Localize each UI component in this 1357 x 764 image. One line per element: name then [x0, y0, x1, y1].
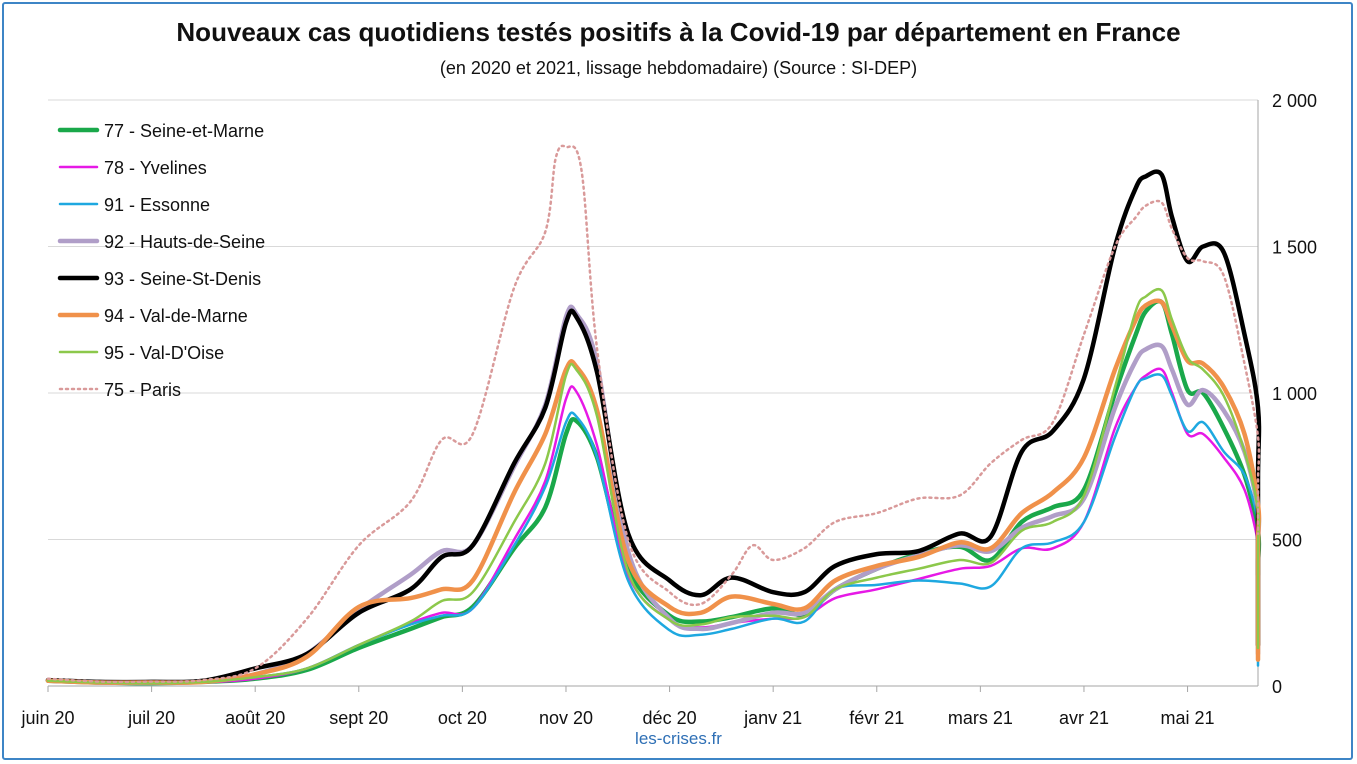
series-line-7	[46, 144, 1261, 684]
grid-lines	[48, 99, 1259, 687]
y-tick-label: 500	[1272, 531, 1302, 551]
x-tick-label: avr 21	[1059, 708, 1109, 728]
legend-label: 77 - Seine-et-Marne	[104, 121, 264, 141]
series-line-4	[45, 169, 1262, 685]
x-tick-label: août 20	[225, 708, 285, 728]
x-axis-ticks: juin 20 juil 20 août 20 sept 20 oct 20 nov 20…	[20, 686, 1215, 728]
x-tick-label: juin 20	[20, 708, 74, 728]
y-tick-label: 1 500	[1272, 238, 1317, 258]
series-line-2	[46, 373, 1261, 685]
legend-label: 78 - Yvelines	[104, 158, 207, 178]
y-tick-label: 0	[1272, 677, 1282, 697]
legend: 77 - Seine-et-Marne 78 - Yvelines 91 - Ess…	[57, 121, 265, 400]
legend-label: 92 - Hauts-de-Seine	[104, 232, 265, 252]
legend-label: 95 - Val-D'Oise	[104, 343, 224, 363]
source-label: les-crises.fr	[635, 729, 722, 748]
x-tick-label: oct 20	[438, 708, 487, 728]
series-line-0	[45, 298, 1262, 686]
series-line-5	[45, 298, 1262, 685]
x-tick-label: déc 20	[643, 708, 697, 728]
y-tick-label: 2 000	[1272, 91, 1317, 111]
x-tick-label: mai 21	[1161, 708, 1215, 728]
x-tick-label: juil 20	[127, 708, 175, 728]
legend-label: 75 - Paris	[104, 380, 181, 400]
legend-label: 94 - Val-de-Marne	[104, 306, 248, 326]
chart-subtitle: (en 2020 et 2021, lissage hebdomadaire) …	[439, 58, 918, 78]
legend-label: 93 - Seine-St-Denis	[104, 269, 261, 289]
series-lines	[45, 144, 1262, 686]
chart-title: Nouveaux cas quotidiens testés positifs …	[176, 17, 1181, 47]
series-line-3	[45, 304, 1262, 685]
x-tick-label: sept 20	[329, 708, 388, 728]
legend-label: 91 - Essonne	[104, 195, 210, 215]
series-line-1	[46, 367, 1261, 685]
y-axis-ticks: 0 500 1 000 1 500 2 000	[1272, 91, 1317, 697]
x-tick-label: janv 21	[743, 708, 802, 728]
series-line-6	[46, 287, 1261, 685]
x-tick-label: févr 21	[849, 708, 904, 728]
x-tick-label: mars 21	[948, 708, 1013, 728]
x-tick-label: nov 20	[539, 708, 593, 728]
y-tick-label: 1 000	[1272, 384, 1317, 404]
